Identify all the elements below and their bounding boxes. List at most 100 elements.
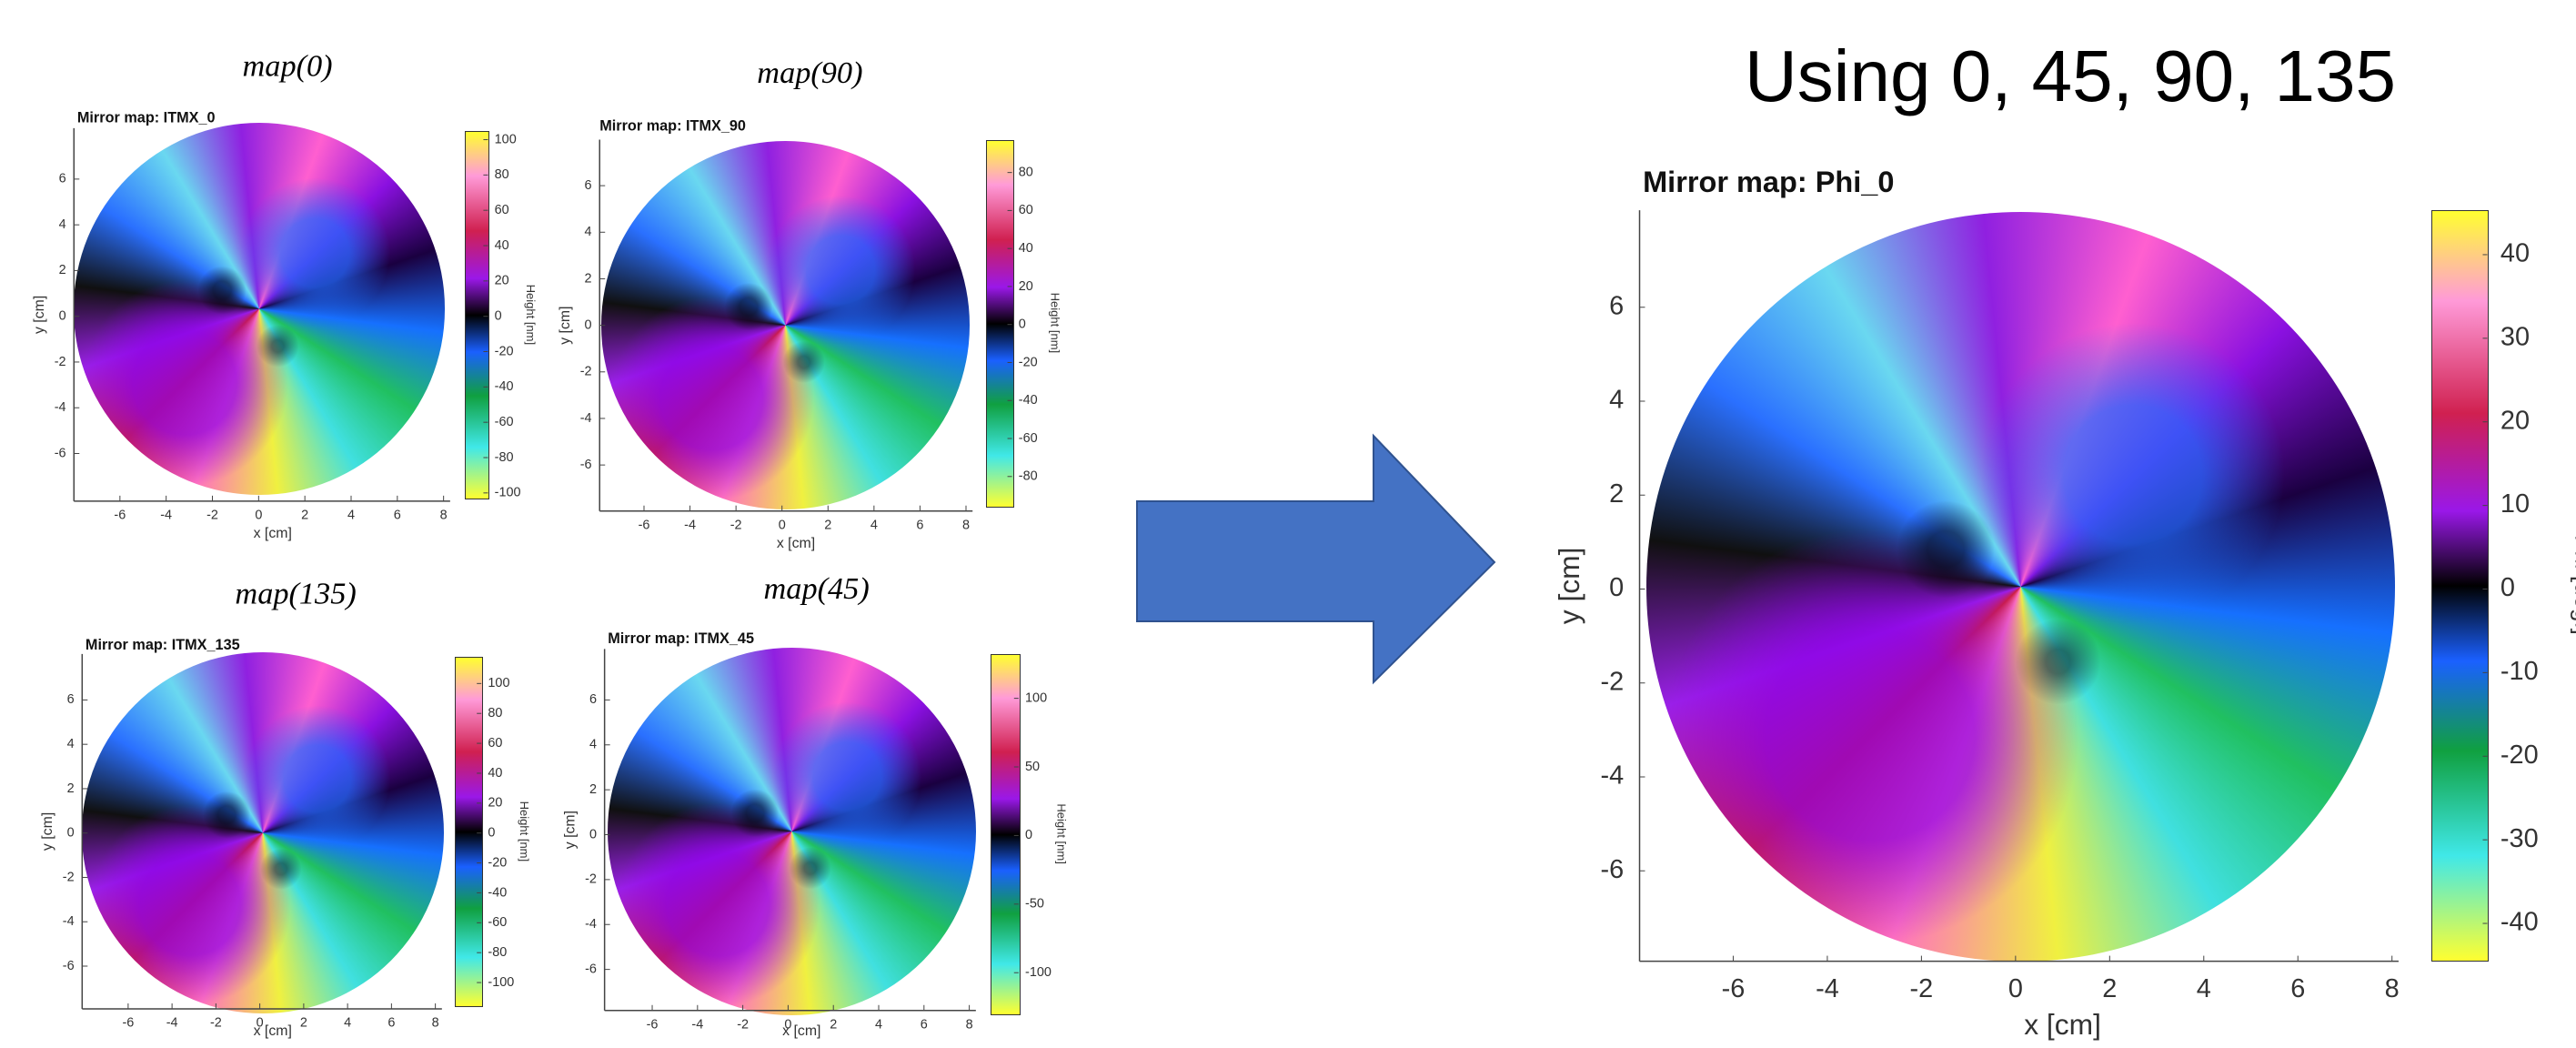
y-axis-label: y [cm] [562, 811, 578, 849]
colorbar-label: Phi [deg.] [2571, 535, 2576, 635]
x-tick-label: -4 [684, 518, 696, 532]
colorbar-tick-label: 80 [1019, 165, 1033, 179]
colorbar-tick-label: 50 [1025, 760, 1040, 774]
x-tick-label: 4 [875, 1017, 882, 1032]
colorbar-tick-label: -40 [495, 379, 514, 394]
y-tick-label: 6 [1609, 291, 1624, 320]
y-tick-label: -4 [585, 917, 597, 932]
x-tick-label: -4 [166, 1016, 178, 1031]
colorbar-tick-label: 20 [495, 274, 509, 288]
x-tick-label: -2 [210, 1016, 222, 1031]
colorbar-tick-label: 0 [2501, 573, 2515, 602]
y-tick-label: 0 [585, 317, 592, 332]
x-tick-label: -2 [206, 509, 218, 523]
x-tick-label: 8 [962, 518, 970, 532]
y-tick-label: -4 [55, 400, 66, 415]
colorbar-tick-label: -20 [488, 855, 507, 870]
x-axis-label: x [cm] [254, 526, 292, 541]
colorbar-tick-label: -80 [488, 945, 507, 960]
colorbar-tick-label: -30 [2501, 824, 2539, 853]
map-caption: map(135) [235, 576, 356, 610]
colorbar-tick-label: 40 [2501, 239, 2530, 268]
colorbar-tick-label: 20 [488, 796, 502, 811]
x-tick-label: 0 [2008, 974, 2023, 1003]
x-tick-label: 2 [824, 518, 831, 532]
y-tick-label: -2 [585, 872, 597, 887]
colorbar-label: Height [nm] [1048, 293, 1062, 353]
colorbar-tick-label: 20 [2501, 406, 2530, 435]
x-tick-label: 4 [344, 1016, 351, 1031]
colorbar-tick-label: -60 [488, 915, 507, 930]
x-tick-label: 8 [440, 509, 448, 523]
x-tick-label: 4 [870, 518, 878, 532]
x-tick-label: -6 [122, 1016, 134, 1031]
y-tick-label: -6 [55, 446, 66, 460]
y-tick-label: 2 [67, 781, 75, 796]
colorbar-tick-label: 80 [488, 706, 502, 720]
y-tick-label: 2 [585, 271, 592, 286]
map-title: Mirror map: ITMX_90 [599, 117, 746, 134]
y-tick-label: -2 [580, 365, 592, 379]
y-tick-label: 4 [589, 738, 597, 752]
colorbar-tick-label: -60 [1019, 431, 1038, 446]
colorbar-tick-label: -100 [488, 975, 514, 990]
map-caption: map(0) [243, 49, 333, 84]
y-tick-label: 4 [1609, 386, 1624, 415]
y-axis-label: y [cm] [1553, 548, 1585, 625]
y-tick-label: -6 [580, 458, 592, 472]
y-tick-label: 6 [67, 692, 75, 707]
y-tick-label: 2 [1609, 479, 1624, 509]
x-axis-label: x [cm] [777, 536, 815, 551]
y-tick-label: -2 [63, 870, 75, 884]
colorbar-tick-label: 30 [2501, 322, 2530, 351]
heading: Using 0, 45, 90, 135 [1745, 35, 2396, 116]
x-tick-label: -6 [647, 1017, 659, 1032]
y-tick-label: -2 [55, 355, 66, 369]
y-tick-label: 6 [59, 172, 66, 186]
x-tick-label: 6 [394, 509, 401, 523]
y-tick-label: 0 [67, 826, 75, 841]
x-tick-label: -6 [1722, 974, 1746, 1003]
y-tick-label: -4 [63, 914, 75, 929]
x-tick-label: -4 [1816, 974, 1839, 1003]
y-tick-label: 4 [59, 217, 66, 232]
y-tick-label: 2 [589, 782, 597, 797]
colorbar-tick-label: -20 [2501, 741, 2539, 770]
x-tick-label: 4 [2197, 974, 2211, 1003]
map-title: Mirror map: ITMX_0 [77, 109, 216, 126]
x-tick-label: 8 [432, 1016, 439, 1031]
x-tick-label: 6 [916, 518, 923, 532]
map-title: Mirror map: ITMX_135 [86, 637, 240, 653]
x-tick-label: 2 [830, 1017, 837, 1032]
colorbar-tick-label: 0 [1025, 828, 1032, 842]
colorbar-label: Height [nm] [518, 801, 531, 862]
colorbar-tick-label: 40 [488, 766, 502, 781]
map-title: Mirror map: ITMX_45 [608, 630, 754, 647]
colorbar-label: Height [nm] [1055, 803, 1069, 863]
map-caption: map(90) [757, 55, 862, 90]
map-title: Mirror map: Phi_0 [1643, 166, 1894, 198]
colorbar-tick-label: 60 [495, 203, 509, 217]
colorbar-tick-label: -40 [488, 885, 507, 900]
x-tick-label: -2 [737, 1017, 749, 1032]
x-tick-label: 2 [300, 1016, 307, 1031]
colorbar-tick-label: 0 [495, 308, 502, 323]
x-tick-label: 2 [301, 509, 308, 523]
colorbar-tick-label: 60 [1019, 203, 1033, 217]
colorbar-tick-label: -20 [1019, 355, 1038, 369]
x-tick-label: 8 [2385, 974, 2400, 1003]
x-tick-label: -4 [160, 509, 172, 523]
colorbar-tick-label: -80 [1019, 469, 1038, 484]
y-tick-label: -4 [1600, 761, 1624, 791]
colorbar-tick-label: 0 [488, 826, 495, 841]
y-tick-label: 4 [585, 225, 592, 239]
colorbar-tick-label: 100 [1025, 690, 1047, 705]
x-tick-label: 0 [255, 509, 262, 523]
map-caption: map(45) [764, 571, 870, 606]
colorbar-tick-label: -100 [1025, 965, 1052, 980]
y-tick-label: -4 [580, 411, 592, 426]
x-tick-label: -4 [691, 1017, 703, 1032]
x-tick-label: 6 [921, 1017, 928, 1032]
x-tick-label: -2 [730, 518, 742, 532]
x-tick-label: 4 [347, 509, 355, 523]
